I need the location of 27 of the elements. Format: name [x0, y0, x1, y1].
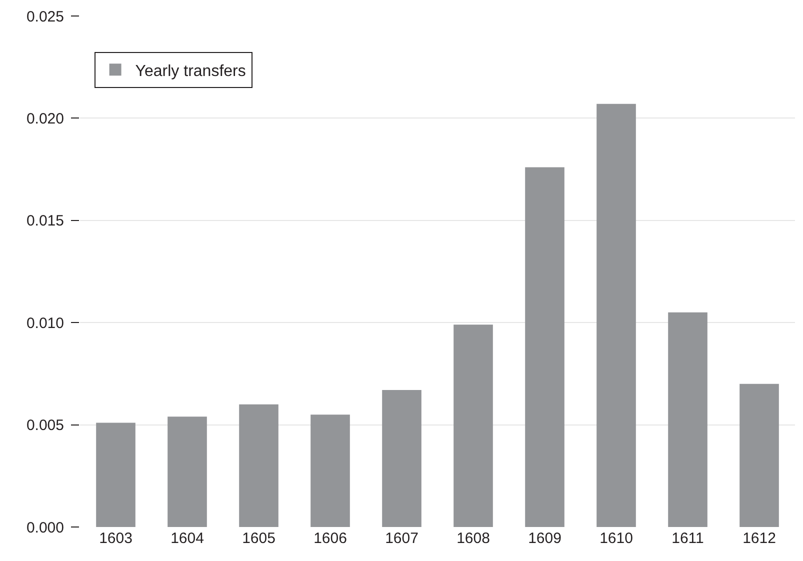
y-tick-label: 0.005 [26, 417, 64, 434]
bar [168, 416, 207, 527]
x-tick-label: 1606 [314, 530, 347, 547]
bar [239, 404, 278, 527]
bar [382, 390, 422, 527]
bar [596, 104, 636, 527]
x-tick-label: 1611 [672, 530, 704, 547]
y-tick-label: 0.000 [26, 519, 64, 536]
bar [454, 324, 493, 527]
x-tick-label: 1607 [385, 530, 418, 547]
x-tick-label: 1612 [742, 530, 776, 547]
legend-label: Yearly transfers [135, 62, 246, 80]
x-tick-label: 1604 [170, 530, 204, 547]
y-tick-label: 0.010 [26, 314, 64, 332]
y-tick-label: 0.015 [26, 212, 64, 230]
x-tick-label: 1609 [528, 530, 562, 547]
x-tick-label: 1608 [456, 530, 490, 547]
x-tick-label: 1610 [600, 530, 633, 547]
y-tick-label: 0.020 [26, 110, 64, 128]
x-tick-label: 1603 [99, 530, 132, 547]
x-tick-label: 1605 [242, 530, 276, 547]
bar [310, 414, 350, 527]
y-tick-label: 0.025 [26, 8, 64, 26]
bar [525, 167, 564, 527]
bar [668, 312, 708, 527]
bar [96, 422, 136, 527]
bar [740, 384, 779, 527]
